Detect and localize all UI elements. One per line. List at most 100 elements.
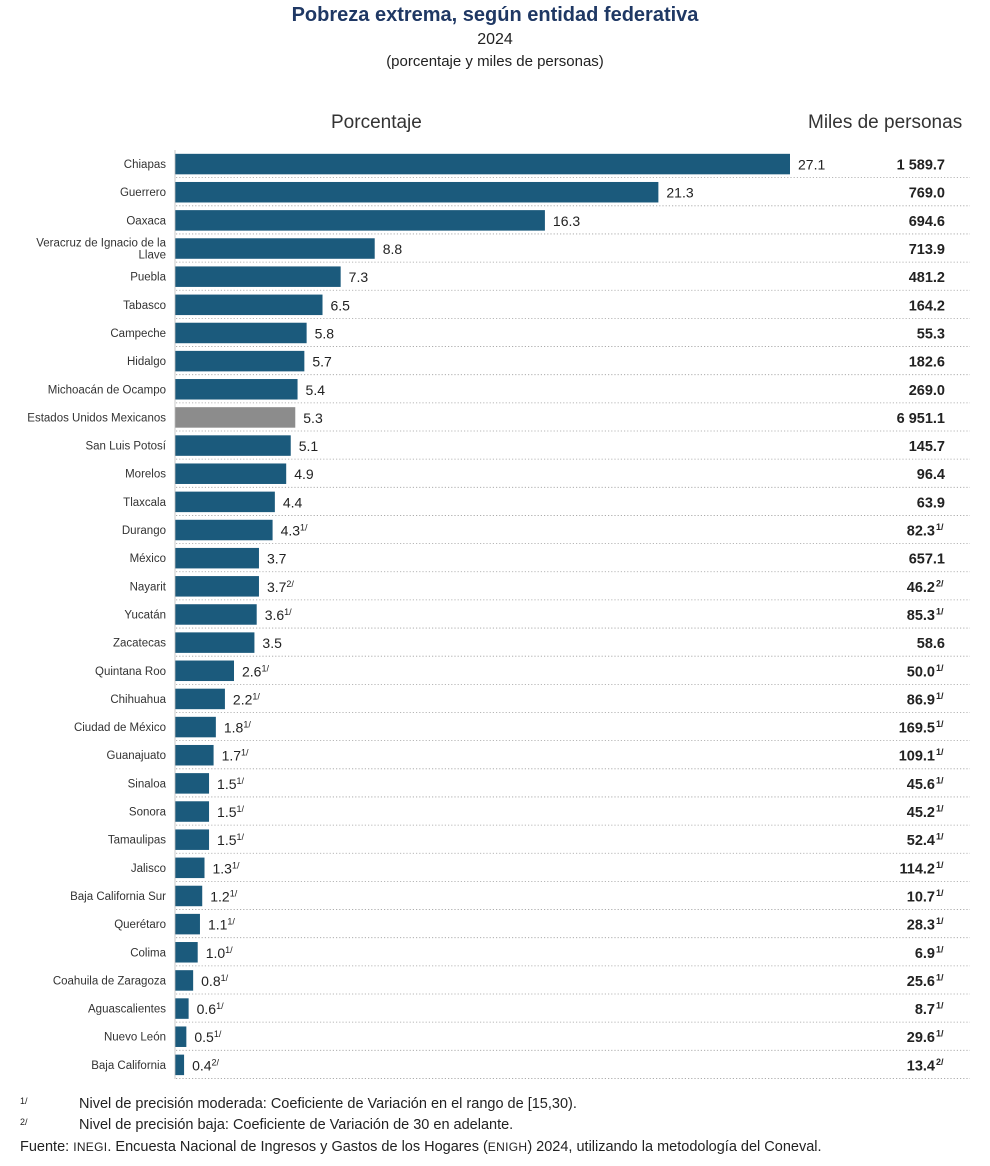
category-label-yucatan: Yucatán	[124, 609, 166, 621]
thousands-tamaulipas: 52.4	[907, 833, 935, 849]
source-label: Fuente:	[20, 1139, 70, 1155]
value-label-san-luis-potosi: 5.1	[299, 438, 319, 454]
value-label-tlaxcala: 4.4	[283, 494, 303, 510]
bar-tlaxcala	[175, 491, 275, 513]
category-label-guanajuato: Guanajuato	[107, 750, 166, 762]
thousands-estados-unidos-mexicanos: 6 951.1	[897, 411, 945, 427]
value-label-sinaloa: 1.51/	[217, 776, 244, 792]
source-text-1: . Encuesta Nacional de Ingresos y Gastos…	[107, 1139, 488, 1155]
source-abbr: ENIGH	[487, 1140, 528, 1154]
category-label-campeche: Campeche	[110, 328, 166, 340]
thousands-ciudad-de-mexico: 169.5	[899, 721, 935, 737]
thousands-san-luis-potosi: 145.7	[909, 439, 945, 455]
thousands-durango: 82.3	[907, 524, 935, 540]
thousands-guerrero: 769.0	[909, 186, 945, 202]
value-label-quintana-roo: 2.61/	[242, 663, 269, 679]
thousands-note-guanajuato: 1/	[936, 747, 944, 757]
bar-campeche	[175, 322, 307, 344]
value-label-zacatecas: 3.5	[262, 635, 282, 651]
category-label-nayarit: Nayarit	[130, 581, 167, 593]
category-label-queretaro: Querétaro	[114, 919, 166, 931]
bar-tabasco	[175, 294, 323, 316]
source-org: INEGI	[73, 1140, 108, 1154]
thousands-chiapas: 1 589.7	[897, 158, 945, 174]
bar-puebla	[175, 266, 341, 287]
category-label-chihuahua: Chihuahua	[110, 694, 166, 706]
thousands-jalisco: 114.2	[900, 861, 936, 877]
bar-baja-california-sur	[175, 885, 203, 907]
bar-colima	[175, 942, 198, 963]
bar-nuevo-leon	[175, 1026, 187, 1047]
value-label-estados-unidos-mexicanos: 5.3	[303, 410, 323, 426]
value-label-campeche: 5.8	[315, 325, 335, 341]
value-label-baja-california-sur: 1.21/	[210, 888, 237, 904]
category-label-morelos: Morelos	[125, 469, 166, 481]
thousands-tlaxcala: 63.9	[917, 495, 945, 511]
value-label-nayarit: 3.72/	[267, 579, 294, 595]
category-label-ciudad-de-mexico: Ciudad de México	[74, 722, 166, 734]
source-text-2: ) 2024, utilizando la metodología del Co…	[527, 1139, 822, 1155]
bar-tamaulipas	[175, 829, 210, 850]
thousands-note-queretaro: 1/	[936, 916, 944, 926]
thousands-queretaro: 28.3	[907, 918, 935, 934]
thousands-note-quintana-roo: 1/	[936, 663, 944, 673]
thousands-tabasco: 164.2	[909, 298, 945, 314]
thousands-coahuila-de-zaragoza: 25.6	[907, 974, 935, 990]
category-label-aguascalientes: Aguascalientes	[88, 1004, 166, 1016]
thousands-note-baja-california-sur: 1/	[936, 888, 944, 898]
thousands-note-aguascalientes: 1/	[936, 1001, 944, 1011]
chart-units-note: (porcentaje y miles de personas)	[386, 53, 604, 70]
bar-aguascalientes	[175, 998, 189, 1019]
value-label-morelos: 4.9	[294, 466, 314, 482]
value-label-guanajuato: 1.71/	[222, 748, 249, 764]
category-label-jalisco: Jalisco	[131, 863, 166, 875]
thousands-note-tamaulipas: 1/	[936, 832, 944, 842]
thousands-michoacan-de-ocampo: 269.0	[909, 383, 945, 399]
bar-sinaloa	[175, 773, 210, 794]
category-label-tlaxcala: Tlaxcala	[123, 497, 166, 509]
value-label-ciudad-de-mexico: 1.81/	[224, 720, 251, 736]
thousands-note-jalisco: 1/	[936, 860, 944, 870]
category-label-michoacan-de-ocampo: Michoacán de Ocampo	[48, 384, 166, 396]
bar-queretaro	[175, 913, 200, 935]
bar-guerrero	[175, 181, 659, 203]
thousands-nayarit: 46.2	[907, 580, 935, 596]
value-label-sonora: 1.51/	[217, 804, 244, 820]
bar-coahuila-de-zaragoza	[175, 970, 194, 991]
category-label-estados-unidos-mexicanos: Estados Unidos Mexicanos	[27, 412, 166, 424]
category-label-oaxaca: Oaxaca	[126, 215, 166, 227]
bar-jalisco	[175, 857, 205, 879]
value-label-veracruz-de-ignacio-de-la-llave: 8.8	[383, 241, 403, 257]
bar-morelos	[175, 463, 287, 484]
value-label-michoacan-de-ocampo: 5.4	[306, 382, 326, 398]
category-label-guerrero: Guerrero	[120, 187, 166, 199]
value-label-jalisco: 1.31/	[213, 860, 240, 876]
bar-guanajuato	[175, 744, 214, 766]
footnote-2-mark: 2/	[20, 1117, 28, 1127]
thousands-oaxaca: 694.6	[909, 214, 945, 230]
thousands-note-baja-california: 2/	[936, 1057, 944, 1067]
thousands-hidalgo: 182.6	[909, 355, 945, 371]
value-label-coahuila-de-zaragoza: 0.81/	[201, 973, 228, 989]
thousands-sinaloa: 45.6	[907, 777, 935, 793]
value-label-tamaulipas: 1.51/	[217, 832, 244, 848]
thousands-note-chihuahua: 1/	[936, 691, 944, 701]
thousands-note-durango: 1/	[936, 522, 944, 532]
category-label-sonora: Sonora	[129, 807, 167, 819]
footnote-2-text: Nivel de precisión baja: Coeficiente de …	[79, 1117, 514, 1133]
value-label-chiapas: 27.1	[798, 157, 825, 173]
thousands-baja-california: 13.4	[907, 1058, 935, 1074]
bar-estados-unidos-mexicanos	[175, 407, 296, 428]
category-label-baja-california: Baja California	[91, 1060, 166, 1072]
thousands-sonora: 45.2	[907, 805, 935, 821]
category-label-tamaulipas: Tamaulipas	[108, 835, 166, 847]
thousands-mexico: 657.1	[909, 552, 945, 568]
footnote-1-mark: 1/	[20, 1096, 28, 1106]
value-label-guerrero: 21.3	[666, 185, 693, 201]
category-label-hidalgo: Hidalgo	[127, 356, 166, 368]
category-label-nuevo-leon: Nuevo León	[104, 1032, 166, 1044]
category-label-colima: Colima	[130, 947, 166, 959]
thousands-zacatecas: 58.6	[917, 636, 945, 652]
bar-san-luis-potosi	[175, 435, 291, 456]
category-label-quintana-roo: Quintana Roo	[95, 666, 166, 678]
